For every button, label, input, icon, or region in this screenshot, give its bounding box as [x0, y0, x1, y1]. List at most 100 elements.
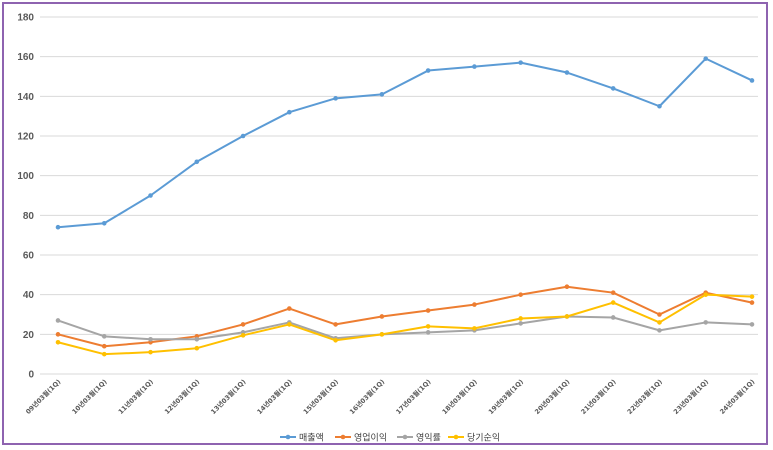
gridlines: [40, 16, 758, 375]
legend-marker: [453, 434, 459, 440]
data-point: [657, 103, 662, 109]
data-point: [148, 349, 153, 355]
x-tick-label: 19년03월(1Q): [486, 377, 525, 416]
y-tick-label: 160: [17, 52, 34, 63]
data-point: [564, 70, 570, 75]
chart-frame: [2, 2, 768, 445]
data-point: [194, 345, 200, 351]
data-point: [333, 322, 338, 327]
x-tick-label: 16년03월(1Q): [347, 377, 386, 416]
x-tick-label: 14년03월(1Q): [255, 377, 294, 416]
data-point: [379, 332, 385, 337]
data-point: [610, 315, 616, 320]
data-point: [55, 332, 61, 337]
data-point: [333, 337, 338, 343]
legend-marker: [340, 434, 346, 440]
data-point: [379, 314, 385, 319]
data-point: [518, 316, 523, 321]
legend-marker: [402, 434, 408, 440]
data-point: [472, 302, 477, 307]
y-tick-label: 100: [17, 171, 34, 182]
data-point: [657, 312, 662, 317]
x-tick-label: 11년03월(1Q): [116, 377, 155, 416]
legend-item: 영업이익: [335, 432, 387, 444]
series-line: [57, 315, 753, 341]
data-point: [749, 78, 755, 83]
legend-item: 당기순익: [448, 432, 500, 444]
data-point: [472, 64, 477, 69]
data-point: [564, 284, 570, 290]
data-point: [240, 333, 246, 338]
legend-label: 매출액: [299, 432, 324, 444]
data-point: [240, 322, 246, 327]
data-point: [657, 328, 662, 333]
data-point: [55, 224, 61, 230]
series-lines: [55, 56, 755, 357]
data-point: [148, 193, 153, 198]
y-axis-ticks: 0 20 40 60 80 100 120 140 160 180: [17, 13, 34, 381]
x-tick-label: 22년03월(1Q): [625, 377, 664, 416]
data-point: [749, 294, 755, 299]
data-point: [425, 330, 431, 335]
y-tick-label: 0: [28, 370, 34, 381]
x-tick-label: 09년03월(1Q): [23, 377, 62, 416]
y-tick-label: 20: [23, 330, 35, 341]
y-tick-label: 180: [17, 13, 34, 24]
data-point: [55, 318, 61, 323]
data-point: [425, 68, 431, 73]
data-point: [472, 326, 477, 331]
data-point: [287, 306, 292, 311]
y-tick-label: 80: [23, 211, 35, 222]
y-tick-label: 60: [23, 251, 35, 262]
data-point: [610, 290, 616, 295]
x-tick-label: 12년03월(1Q): [162, 377, 201, 416]
data-point: [425, 324, 431, 329]
x-tick-label: 23년03월(1Q): [671, 377, 710, 416]
data-point: [101, 220, 107, 226]
data-point: [657, 320, 662, 325]
legend-label: 영익률: [416, 432, 441, 444]
series-0: [55, 56, 755, 230]
legend: 매출액 영업이익 영익률 당기순익: [280, 432, 500, 444]
x-tick-label: 20년03월(1Q): [532, 377, 571, 416]
data-point: [518, 292, 523, 297]
y-tick-label: 140: [17, 92, 34, 103]
x-tick-label: 21년03월(1Q): [579, 377, 618, 416]
data-point: [379, 92, 385, 97]
series-3: [55, 292, 755, 357]
x-tick-label: 10년03월(1Q): [70, 377, 109, 416]
x-tick-label: 13년03월(1Q): [209, 377, 248, 416]
data-point: [749, 300, 755, 305]
data-point: [703, 56, 709, 61]
data-point: [703, 292, 709, 297]
data-point: [518, 60, 523, 65]
data-point: [240, 133, 246, 139]
data-point: [148, 336, 153, 342]
data-point: [518, 321, 523, 326]
data-point: [287, 109, 292, 115]
legend-label: 당기순익: [467, 432, 500, 444]
data-point: [101, 334, 107, 339]
y-tick-label: 40: [23, 290, 35, 301]
x-tick-label: 15년03월(1Q): [301, 377, 340, 416]
data-point: [101, 351, 107, 357]
data-point: [564, 314, 570, 319]
data-point: [101, 343, 107, 349]
data-point: [55, 339, 61, 345]
series-line: [57, 57, 753, 229]
data-point: [749, 322, 755, 327]
data-point: [425, 308, 431, 313]
legend-item: 매출액: [280, 432, 324, 444]
data-point: [194, 336, 200, 342]
data-point: [610, 300, 616, 305]
data-point: [333, 96, 338, 101]
x-axis-ticks: 09년03월(1Q) 10년03월(1Q) 11년03월(1Q) 12년03월(1Q)…: [23, 377, 756, 416]
legend-item: 영익률: [397, 432, 441, 444]
data-point: [194, 159, 200, 165]
data-point: [287, 322, 292, 327]
data-point: [703, 320, 709, 325]
x-tick-label: 24년03월(1Q): [717, 377, 756, 416]
x-tick-label: 18년03월(1Q): [440, 377, 479, 416]
data-point: [610, 86, 616, 91]
